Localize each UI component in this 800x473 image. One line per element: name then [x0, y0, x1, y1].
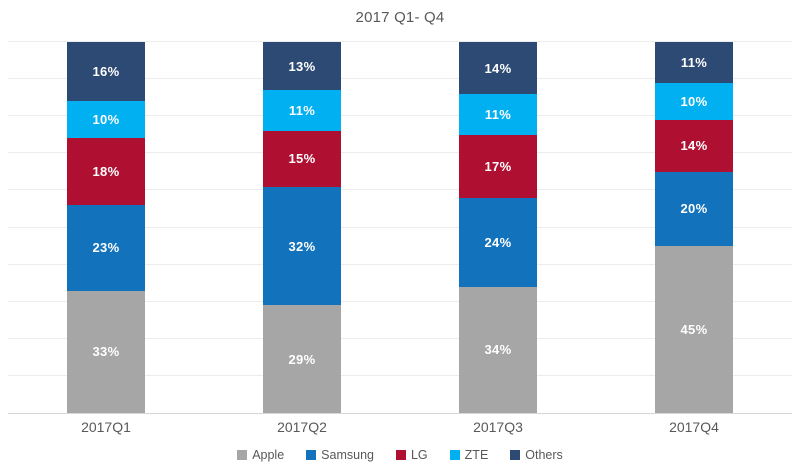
legend-label: Samsung [321, 448, 374, 462]
bar-column-2017q1: 33% 23% 18% 10% 16% [8, 42, 204, 413]
bar-segment-lg: 15% [263, 131, 341, 187]
segment-label: 14% [484, 60, 512, 76]
stacked-bar-2017q4: 45% 20% 14% 10% 11% [655, 42, 733, 413]
legend: Apple Samsung LG ZTE Others [0, 448, 800, 462]
gridline [8, 115, 792, 117]
bar-segment-apple: 33% [67, 290, 145, 413]
x-axis-label-2017q3: 2017Q3 [473, 419, 523, 435]
legend-item-others: Others [510, 448, 563, 462]
x-axis-label-2017q4: 2017Q4 [669, 419, 719, 435]
bar-column-2017q4: 45% 20% 14% 10% 11% [596, 42, 792, 413]
legend-swatch-apple [237, 450, 248, 460]
segment-label: 29% [288, 351, 316, 367]
bar-segment-lg: 18% [67, 138, 145, 206]
legend-label: ZTE [464, 448, 489, 462]
segment-label: 10% [92, 112, 120, 128]
segment-label: 32% [288, 238, 316, 254]
bar-segment-apple: 29% [263, 305, 341, 413]
gridline [8, 226, 792, 228]
legend-item-lg: LG [395, 448, 428, 462]
bar-segment-lg: 14% [655, 119, 733, 172]
bar-column-2017q3: 34% 24% 17% 11% 14% [400, 42, 596, 413]
bar-segment-samsung: 20% [655, 171, 733, 247]
bar-segment-others: 13% [263, 42, 341, 91]
segment-label: 10% [680, 93, 708, 109]
gridline [8, 152, 792, 154]
legend-label: Apple [252, 448, 285, 462]
segment-label: 45% [680, 322, 708, 338]
legend-swatch-zte [449, 450, 460, 460]
legend-swatch-lg [395, 450, 406, 460]
x-axis-label-2017q2: 2017Q2 [277, 419, 327, 435]
gridline [8, 78, 792, 80]
bar-segment-lg: 17% [459, 134, 537, 198]
segment-label: 18% [92, 164, 120, 180]
x-axis-label-2017q1: 2017Q1 [81, 419, 131, 435]
segment-label: 20% [680, 201, 708, 217]
bar-segment-samsung: 23% [67, 205, 145, 291]
segment-label: 14% [680, 138, 708, 154]
bar-segment-zte: 10% [655, 82, 733, 120]
bar-column-2017q2: 29% 32% 15% 11% 13% [204, 42, 400, 413]
bar-segment-apple: 45% [655, 246, 733, 413]
bar-segment-apple: 34% [459, 286, 537, 413]
segment-label: 33% [92, 344, 120, 360]
segment-label: 11% [484, 106, 512, 122]
gridline [8, 41, 792, 42]
legend-label: Others [525, 448, 563, 462]
segment-label: 13% [288, 58, 316, 74]
bar-segment-samsung: 24% [459, 197, 537, 287]
legend-label: LG [410, 448, 428, 462]
legend-swatch-samsung [306, 450, 317, 460]
segment-label: 24% [484, 234, 512, 250]
bar-segment-zte: 10% [67, 101, 145, 139]
segment-label: 34% [484, 342, 512, 358]
bar-segment-others: 11% [655, 42, 733, 83]
legend-item-zte: ZTE [449, 448, 489, 462]
segment-label: 15% [288, 151, 316, 167]
legend-item-apple: Apple [237, 448, 284, 462]
legend-item-samsung: Samsung [306, 448, 374, 462]
stacked-bar-2017q1: 33% 23% 18% 10% 16% [67, 42, 145, 413]
gridline [8, 337, 792, 339]
chart-title: 2017 Q1- Q4 [355, 9, 445, 26]
stacked-bar-2017q2: 29% 32% 15% 11% 13% [263, 42, 341, 413]
bar-segment-zte: 11% [263, 90, 341, 132]
plot-area: 33% 23% 18% 10% 16% 29% 32% 15% 11% 13% 34% 24% 17% 1… [8, 41, 792, 414]
gridline [8, 263, 792, 265]
segment-label: 16% [92, 64, 120, 80]
bar-segment-others: 16% [67, 42, 145, 102]
segment-label: 11% [680, 54, 708, 70]
bar-segment-others: 14% [459, 42, 537, 94]
gridline [8, 189, 792, 191]
bar-segment-zte: 11% [459, 93, 537, 135]
segment-label: 11% [288, 103, 316, 119]
stacked-bar-2017q3: 34% 24% 17% 11% 14% [459, 42, 537, 413]
bar-segment-samsung: 32% [263, 186, 341, 306]
gridline [8, 374, 792, 376]
gridline [8, 300, 792, 302]
legend-swatch-others [510, 450, 521, 460]
segment-label: 23% [92, 240, 120, 256]
segment-label: 17% [484, 158, 512, 174]
x-axis: 2017Q1 2017Q2 2017Q3 2017Q4 [8, 419, 792, 439]
